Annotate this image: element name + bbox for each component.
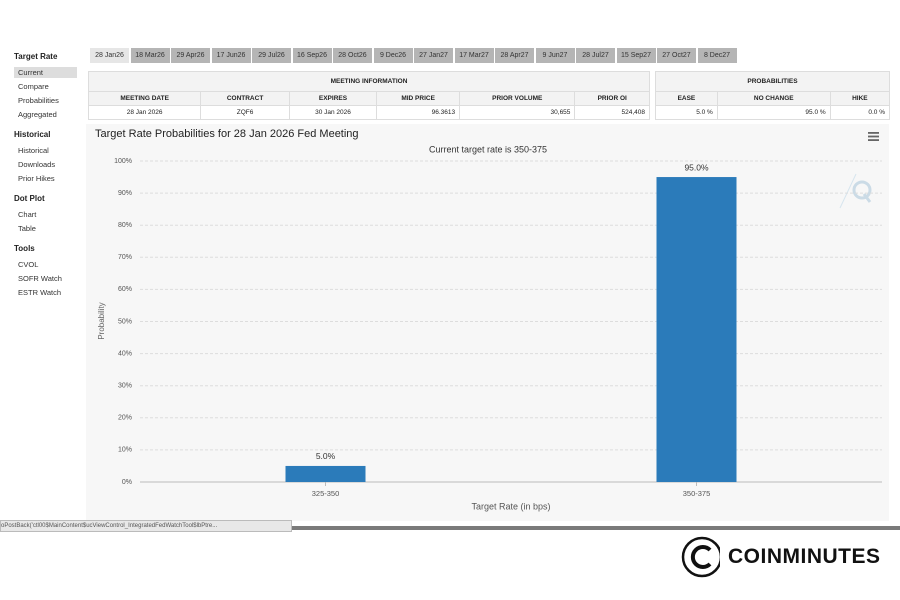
date-tab[interactable]: 15 Sep27 xyxy=(616,48,656,63)
y-tick-label: 20% xyxy=(118,415,132,422)
status-divider xyxy=(0,526,900,530)
y-tick-label: 40% xyxy=(118,350,132,357)
table-cell: 30 Jan 2026 xyxy=(288,105,378,120)
date-tab[interactable]: 16 Sep26 xyxy=(292,48,332,63)
y-tick-label: 50% xyxy=(118,318,132,325)
y-tick-label: 90% xyxy=(118,190,132,197)
chart: Target Rate Probabilities for 28 Jan 202… xyxy=(95,128,882,511)
sidebar-link[interactable]: Current xyxy=(14,67,77,78)
data-label: 95.0% xyxy=(684,162,709,172)
date-tab[interactable]: 9 Jun27 xyxy=(535,48,575,63)
sidebar-link[interactable]: Aggregated xyxy=(18,110,57,119)
column-header: EASE xyxy=(655,91,718,106)
table-cell: 28 Jan 2026 xyxy=(87,105,202,120)
table-row: 28 Jan 2026 ZQF6 30 Jan 2026 96.3613 30,655 5… xyxy=(87,105,650,120)
table-title: PROBABILITIES xyxy=(655,71,890,92)
date-tab[interactable]: 28 Apr27 xyxy=(495,48,534,63)
x-tick-label: 350-375 xyxy=(683,489,711,498)
table-title-row: MEETING INFORMATION xyxy=(88,71,650,92)
column-header: PRIOR VOLUME xyxy=(459,91,576,106)
date-tab[interactable]: 17 Jun26 xyxy=(211,48,251,63)
sidebar-link[interactable]: CVOL xyxy=(18,260,39,269)
chart-panel xyxy=(86,124,889,521)
sidebar-link[interactable]: Table xyxy=(18,224,36,233)
date-tab[interactable]: 27 Oct27 xyxy=(657,48,696,63)
sidebar-heading: Target Rate xyxy=(14,52,58,61)
date-tab[interactable]: 18 Mar26 xyxy=(130,48,170,63)
brand-icon xyxy=(681,536,720,578)
table-header-row: EASE NO CHANGE HIKE xyxy=(655,91,891,106)
table-header-row: MEETING DATE CONTRACT EXPIRES MID PRICE PRIO… xyxy=(87,91,650,106)
table-cell: 5.0 % xyxy=(655,105,718,120)
date-tab[interactable]: 27 Jan27 xyxy=(414,48,453,63)
sidebar-link[interactable]: Chart xyxy=(18,210,37,219)
x-tick-label: 325-350 xyxy=(312,489,340,498)
table-cell: 30,655 xyxy=(459,105,576,120)
date-tab[interactable]: 28 Jul27 xyxy=(576,48,615,63)
y-tick-label: 70% xyxy=(118,254,132,261)
info-table: MEETING INFORMATION MEETING DATE CONTRACT E… xyxy=(87,71,650,120)
column-header: HIKE xyxy=(829,91,891,106)
column-header: MID PRICE xyxy=(376,91,461,106)
chart-subtitle: Current target rate is 350-375 xyxy=(429,144,547,154)
table-title-row: PROBABILITIES xyxy=(655,71,890,92)
y-tick-label: 100% xyxy=(114,158,132,165)
y-axis-title: Probability xyxy=(97,302,106,339)
watermark-logo xyxy=(839,173,872,209)
date-tab[interactable]: 28 Jan26 xyxy=(90,48,129,63)
sidebar-link[interactable]: Prior Hikes xyxy=(18,174,55,183)
x-axis-title: Target Rate (in bps) xyxy=(471,501,550,511)
table-title: MEETING INFORMATION xyxy=(88,71,650,92)
sidebar-link[interactable]: Probabilities xyxy=(18,96,59,105)
sidebar-link[interactable]: Compare xyxy=(18,82,49,91)
y-tick-label: 60% xyxy=(118,286,132,293)
info-table: PROBABILITIES EASE NO CHANGE HIKE 5.0 % 95.0 … xyxy=(655,71,891,120)
date-tab[interactable]: 29 Jul26 xyxy=(252,48,291,63)
column-header: PRIOR OI xyxy=(574,91,650,106)
column-header: EXPIRES xyxy=(288,91,378,106)
date-tab[interactable]: 17 Mar27 xyxy=(454,48,494,63)
table-cell: 95.0 % xyxy=(716,105,831,120)
sidebar-link[interactable]: ESTR Watch xyxy=(18,288,62,297)
y-tick-label: 80% xyxy=(118,222,132,229)
y-tick-label: 30% xyxy=(118,383,132,390)
menu-icon[interactable] xyxy=(868,132,879,141)
sidebar-link[interactable]: SOFR Watch xyxy=(18,274,62,283)
sidebar-link[interactable]: Historical xyxy=(18,146,49,155)
table-cell: ZQF6 xyxy=(200,105,290,120)
date-tab[interactable]: 28 Oct26 xyxy=(333,48,372,63)
table-cell: 0.0 % xyxy=(829,105,891,120)
date-tab[interactable]: 8 Dec27 xyxy=(697,48,737,63)
y-tick-label: 10% xyxy=(118,447,132,454)
chart-title: Target Rate Probabilities for 28 Jan 202… xyxy=(95,128,359,140)
sidebar-heading: Tools xyxy=(14,244,35,253)
column-header: NO CHANGE xyxy=(716,91,831,106)
column-header: MEETING DATE xyxy=(87,91,202,106)
table-cell: 96.3613 xyxy=(376,105,461,120)
data-label: 5.0% xyxy=(316,451,336,461)
column-header: CONTRACT xyxy=(200,91,290,106)
table-cell: 524,408 xyxy=(574,105,650,120)
sidebar-link[interactable]: Downloads xyxy=(18,160,56,169)
table-row: 5.0 % 95.0 % 0.0 % xyxy=(655,105,891,120)
sidebar-heading: Dot Plot xyxy=(14,194,45,203)
date-tab[interactable]: 29 Apr26 xyxy=(171,48,210,63)
date-tab[interactable]: 9 Dec26 xyxy=(373,48,413,63)
bar xyxy=(656,177,737,483)
y-tick-label: 0% xyxy=(122,479,132,486)
bar xyxy=(285,465,366,482)
status-bar: oPostBack('ctl00$MainContent$ucViewContr… xyxy=(0,520,292,532)
brand-name: COINMINUTES xyxy=(728,545,881,568)
sidebar-heading: Historical xyxy=(14,130,51,139)
